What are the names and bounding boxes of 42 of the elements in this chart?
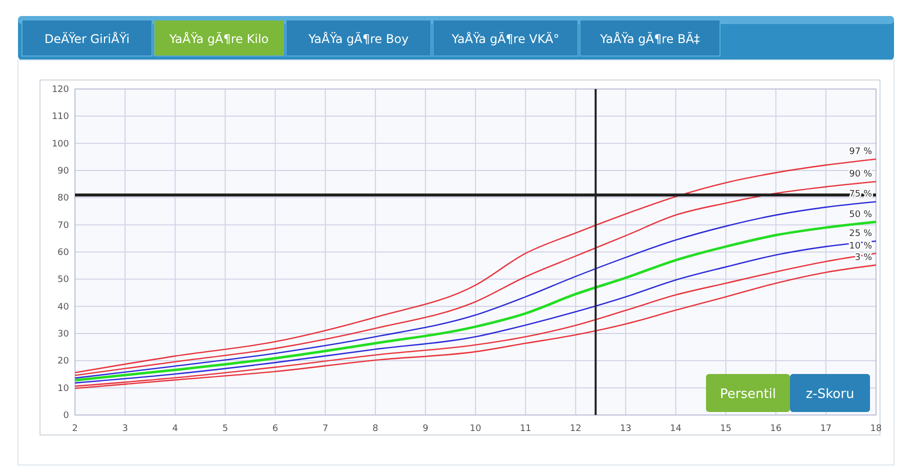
y-tick-label: 60 [58, 248, 70, 258]
x-tick-label: 17 [820, 424, 832, 434]
x-tick-label: 18 [870, 424, 882, 434]
y-tick-label: 40 [58, 302, 70, 312]
text: YaÅŸa gÃ¶re Kilo [168, 31, 269, 46]
x-tick-label: 6 [272, 424, 278, 434]
y-tick-label: 50 [58, 275, 70, 286]
series-label: 90 % [849, 170, 872, 180]
y-tick-label: 0 [63, 411, 70, 421]
y-tick-label: 30 [58, 330, 70, 340]
x-tick-label: 12 [570, 424, 582, 434]
y-tick-label: 110 [52, 112, 70, 122]
x-tick-label: 7 [322, 424, 328, 434]
x-tick-label: 13 [620, 424, 632, 434]
series-label: 50 % [849, 210, 872, 220]
x-tick-label: 4 [172, 424, 178, 434]
annotation: z-Skoru [806, 387, 854, 402]
text: YaÅŸa gÃ¶re Boy [307, 31, 409, 46]
x-tick-label: 5 [222, 424, 228, 434]
y-tick-label: 70 [58, 220, 70, 231]
x-tick-label: 9 [422, 424, 429, 434]
text: YaÅŸa gÃ¶re VKÄ° [450, 31, 560, 46]
series-label: 10 % [849, 241, 872, 252]
y-tick-label: 20 [58, 356, 70, 367]
x-tick-label: 10 [470, 424, 482, 434]
x-tick-label: 3 [122, 424, 128, 434]
y-tick-label: 120 [52, 85, 70, 95]
text: DeÄŸer GiriÅŸi [44, 31, 130, 46]
y-tick-label: 100 [52, 139, 70, 150]
x-tick-label: 14 [670, 424, 682, 434]
text: YaÅŸa gÃ¶re BÃ‡ [599, 31, 700, 46]
series-label: 25 % [849, 229, 872, 240]
x-tick-label: 8 [372, 424, 379, 434]
x-tick-label: 16 [770, 424, 782, 434]
x-tick-label: 15 [720, 424, 732, 434]
y-tick-label: 80 [58, 194, 70, 204]
x-tick-label: 2 [72, 424, 78, 434]
series-label: 97 % [849, 147, 872, 158]
annotation: Persentil [720, 387, 776, 402]
y-tick-label: 90 [58, 166, 70, 176]
x-tick-label: 11 [520, 424, 532, 434]
y-tick-label: 10 [58, 384, 70, 394]
